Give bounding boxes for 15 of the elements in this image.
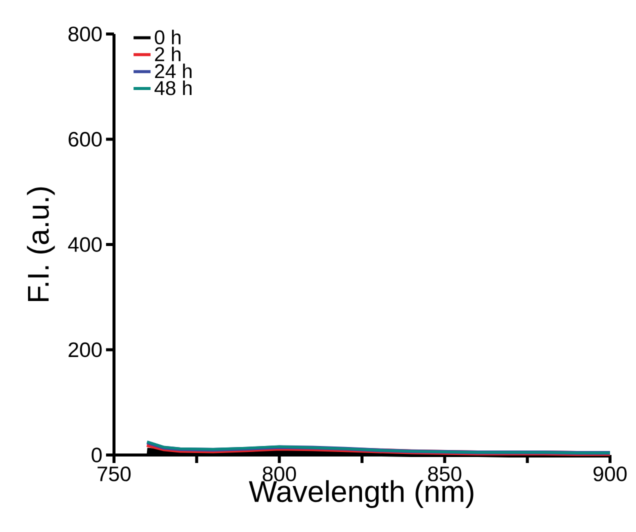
y-tick-label: 600 [68, 132, 102, 147]
x-tick-label: 750 [98, 466, 131, 482]
y-axis-title: F.I. (a.u.) [26, 187, 55, 302]
x-tick-label: 800 [262, 466, 296, 482]
legend-label: 2 h [155, 46, 180, 62]
legend-label: 24 h [155, 64, 192, 78]
x-tick-label: 900 [594, 466, 627, 482]
legend-label: 48 h [154, 80, 192, 96]
y-tick-label: 0 [92, 448, 102, 462]
y-tick-label: 400 [68, 237, 102, 252]
y-tick-label: 200 [68, 342, 102, 358]
x-tick-label: 850 [428, 466, 462, 482]
x-axis-title: Wavelength (nm) [248, 480, 474, 508]
y-tick-label: 800 [68, 26, 102, 42]
legend-label: 0 h [154, 30, 180, 44]
